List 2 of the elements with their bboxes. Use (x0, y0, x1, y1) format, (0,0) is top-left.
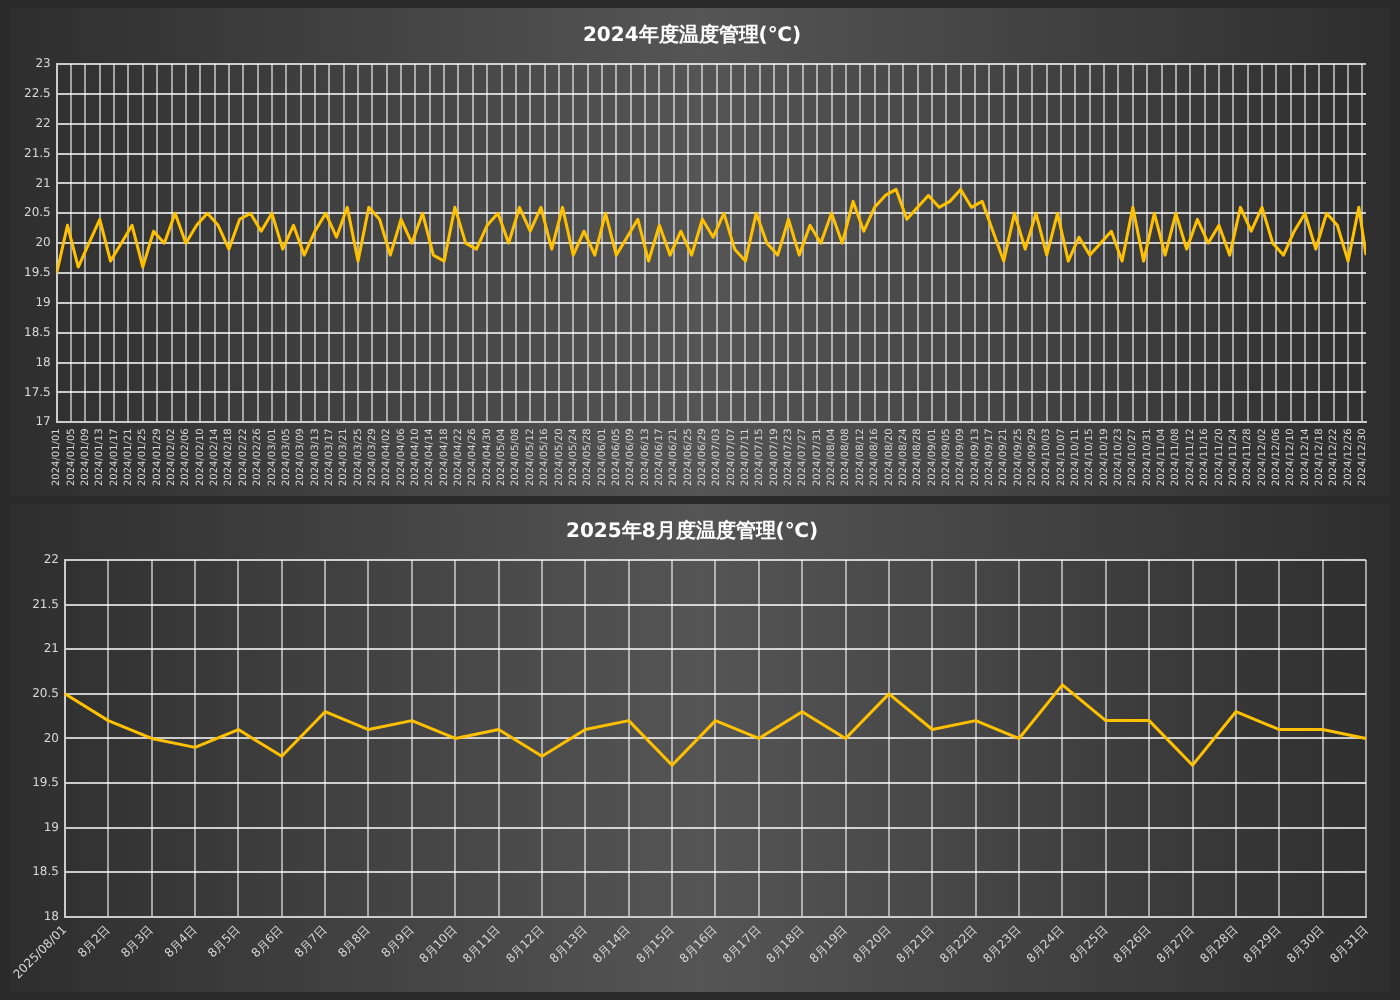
chart-title: 2024年度温度管理(℃) (582, 23, 802, 48)
chart-title: 2025年8月度温度管理(℃) (565, 519, 819, 544)
